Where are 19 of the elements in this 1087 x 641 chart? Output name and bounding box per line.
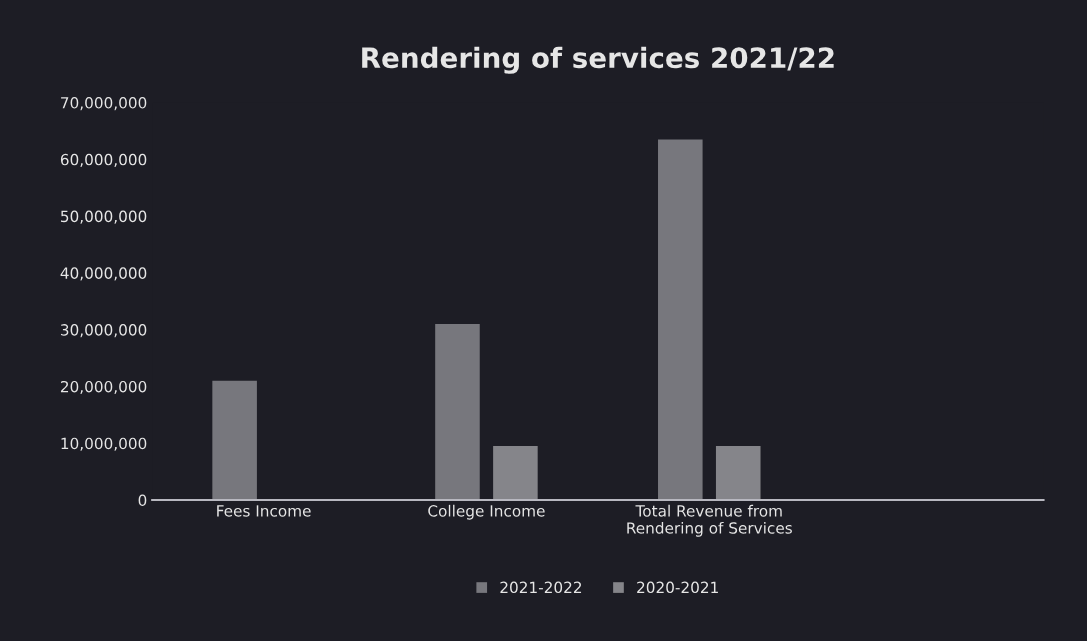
y-tick-label: 40,000,000 bbox=[60, 267, 147, 281]
y-tick-label: 10,000,000 bbox=[61, 437, 147, 451]
legend-label: 2021-2022 bbox=[500, 581, 582, 594]
legend-label: 2020-2021 bbox=[637, 581, 718, 594]
chart-title: Rendering of services 2021/22 bbox=[362, 46, 834, 74]
x-tick-label: Total Revenue from Rendering of Services bbox=[627, 504, 792, 537]
y-tick-label: 60,000,000 bbox=[60, 153, 147, 167]
bar bbox=[658, 139, 703, 500]
bar bbox=[435, 323, 480, 500]
x-tick-label: College Income bbox=[428, 504, 545, 520]
x-tick-label: Fees Income bbox=[217, 505, 311, 517]
y-tick-label: 30,000,000 bbox=[61, 324, 147, 338]
y-tick-label: 70,000,000 bbox=[61, 97, 147, 111]
bar bbox=[212, 380, 257, 500]
bar bbox=[715, 446, 761, 500]
y-tick-label: 50,000,000 bbox=[61, 210, 147, 224]
bar bbox=[493, 446, 538, 500]
y-tick-label: 20,000,000 bbox=[60, 380, 147, 395]
y-tick-label: 0 bbox=[138, 494, 147, 506]
